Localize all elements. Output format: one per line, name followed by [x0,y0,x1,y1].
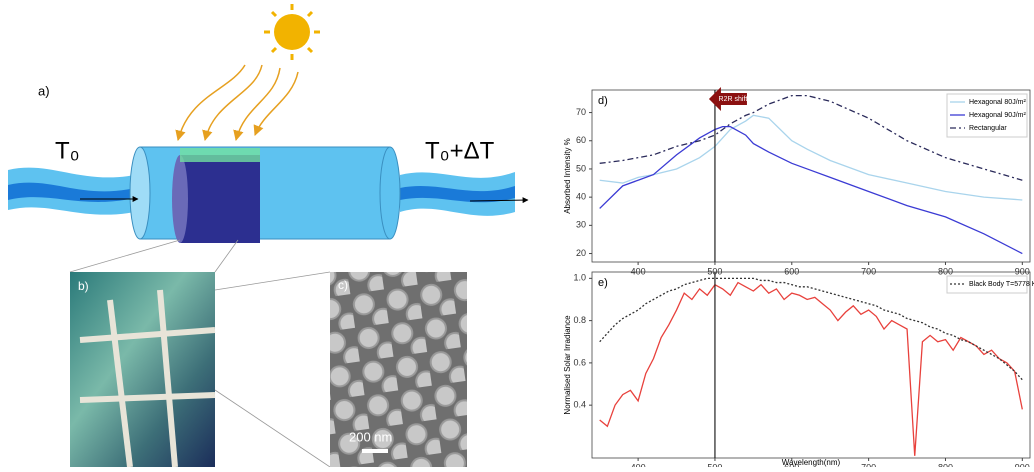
sun [264,4,320,60]
x-tick-label: 500 [707,462,722,467]
sun-rays [178,65,298,140]
legend-label: Rectangular [969,125,1007,132]
page: a) T₀ T₀+ΔT [0,0,1034,467]
scale-bar [362,449,388,453]
y-tick-label: 20 [576,248,586,258]
panel-label: a) [38,83,50,98]
photo-b [70,272,215,467]
x-tick-label: 900 [1015,462,1030,467]
x-tick-label: 400 [631,266,646,276]
outlet-label: T₀+ΔT [425,137,495,164]
y-tick-label: 70 [576,107,586,117]
series-line [600,283,1023,456]
x-tick-label: 700 [861,462,876,467]
y-tick-label: 30 [576,220,586,230]
series-line [600,127,1023,254]
panel-label: b) [78,279,89,293]
annotation: R2R shift [719,96,748,103]
diagram: a) T₀ T₀+ΔT [8,4,528,467]
x-tick-label: 400 [631,462,646,467]
figure: a) T₀ T₀+ΔT [0,0,1034,467]
y-tick-label: 60 [576,135,586,145]
y-tick-label: 0.6 [573,357,586,367]
y-tick-label: 0.8 [573,315,586,325]
series-line [600,278,1023,379]
legend-label: Black Body T=5778 K [969,281,1034,288]
inlet-label: T₀ [55,137,80,164]
panel-label: c) [338,278,348,292]
y-tick-label: 50 [576,163,586,173]
x-tick-label: 800 [938,266,953,276]
x-tick-label: 800 [938,462,953,467]
legend-label: Hexagonal 90J/m² [969,112,1026,119]
tube-end [380,147,400,239]
absorber-band [180,155,260,243]
plot-area [592,272,1030,458]
panel-label: e) [598,277,608,289]
panel-label: d) [598,95,608,107]
tube-start [130,147,150,239]
absorber-edge [172,155,188,243]
scale-label: 200 nm [349,429,392,444]
x-axis-label: Wavelength(nm) [782,458,841,467]
y-axis-label: Absorbed Intensity % [563,138,572,214]
x-tick-label: 900 [1015,266,1030,276]
x-tick-label: 700 [861,266,876,276]
y-tick-label: 40 [576,192,586,202]
x-tick-label: 600 [784,266,799,276]
glow [180,148,260,162]
y-tick-label: 0.4 [573,400,586,410]
y-tick-label: 1.0 [573,273,586,283]
legend-label: Hexagonal 80J/m² [969,99,1026,106]
y-axis-label: Normalised Solar Irradiance [563,315,572,415]
